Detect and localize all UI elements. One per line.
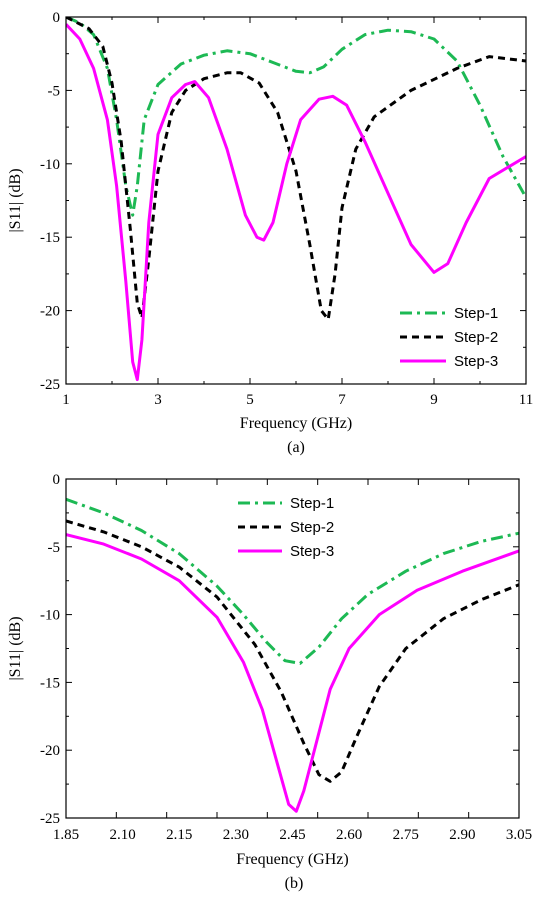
x-tick-label: 3 [154,392,162,408]
y-tick-label: -10 [40,157,60,173]
series-step-2-line [66,17,526,321]
chart-b-caption: (b) [285,875,304,892]
y-tick-label: 0 [53,472,61,488]
y-tick-label: -15 [40,230,60,246]
y-tick-label: -15 [40,675,60,691]
x-tick-label: 9 [430,392,438,408]
x-tick-label: 11 [519,392,533,408]
x-tick-label: 1.85 [53,827,79,843]
y-tick-label: -5 [48,540,61,556]
x-tick-label: 2.30 [223,827,249,843]
chart-a-caption: (a) [287,439,305,456]
x-tick-label: 1 [62,392,70,408]
y-axis-label: |S11| (dB) [7,168,24,232]
y-tick-label: -10 [40,608,60,624]
y-axis-label: |S11| (dB) [7,616,24,680]
x-axis-label: Frequency (GHz) [240,415,352,432]
series-step-2-line [66,519,519,783]
y-tick-label: 0 [53,10,61,26]
legend: Step-1 Step-2 Step-3 [400,305,498,370]
x-tick-label: 2.75 [393,827,419,843]
series-step-1-line [66,497,519,665]
x-axis-label: Frequency (GHz) [236,851,348,868]
legend-label-step-1: Step-1 [454,305,498,322]
legend-label-step-2: Step-2 [290,519,334,536]
y-tick-label: -25 [40,377,60,393]
x-tick-label: 2.10 [110,827,136,843]
x-tick-label: 2.60 [336,827,362,843]
x-tick-label: 5 [246,392,254,408]
x-tick-label: 3.05 [506,827,532,843]
legend: Step-1 Step-2 Step-3 [238,495,334,560]
y-tick-label: -20 [40,743,60,759]
series-step-1-line [66,17,526,217]
x-tick-label: 2.90 [449,827,475,843]
legend-label-step-3: Step-3 [454,353,498,370]
legend-label-step-3: Step-3 [290,543,334,560]
series-group [66,17,526,382]
chart-b: 1.85 2.10 2.15 2.30 2.45 2.60 2.75 2.90 3.05 0 -5 -… [7,472,532,868]
series-step-3-line [66,23,526,382]
legend-label-step-2: Step-2 [454,329,498,346]
x-tick-label: 7 [338,392,346,408]
series-group [66,497,519,813]
y-tick-label: -25 [40,811,60,827]
y-tick-label: -5 [48,83,61,99]
series-step-3-line [66,533,519,813]
y-tick-label: -20 [40,304,60,320]
x-tick-label: 2.45 [279,827,305,843]
legend-label-step-1: Step-1 [290,495,334,512]
x-tick-label: 2.15 [166,827,192,843]
chart-a: 1 3 5 7 9 11 0 -5 -10 -15 -20 -25 Frequency (GHz) |S1… [7,10,533,432]
